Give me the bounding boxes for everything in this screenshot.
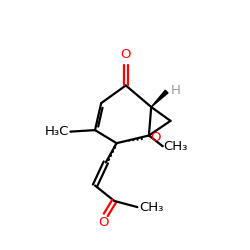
Text: H₃C: H₃C <box>45 125 70 138</box>
Text: O: O <box>150 131 161 144</box>
Polygon shape <box>151 90 168 107</box>
Text: H: H <box>170 84 180 97</box>
Text: CH₃: CH₃ <box>164 140 188 153</box>
Text: O: O <box>120 48 131 61</box>
Text: CH₃: CH₃ <box>139 201 163 214</box>
Text: O: O <box>98 216 109 229</box>
